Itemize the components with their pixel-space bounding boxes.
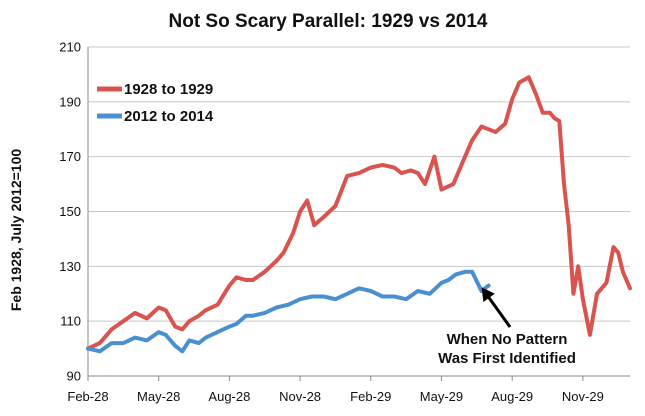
y-tick-label-190: 190	[59, 94, 81, 109]
x-tick-label-Aug-28: Aug-28	[208, 389, 250, 404]
x-tick-label-Nov-29: Nov-29	[562, 389, 604, 404]
series-line-0	[86, 75, 632, 351]
y-axis-label: Feb 1928, July 2012=100	[8, 149, 24, 311]
x-tick-label-Aug-29: Aug-29	[491, 389, 533, 404]
x-tick-label-May-29: May-29	[420, 389, 463, 404]
x-tick-label-Feb-29: Feb-29	[350, 389, 391, 404]
y-axis: 90 110 130 150 170 190 210	[59, 40, 89, 384]
legend-label-1928: 1928 to 1929	[124, 81, 213, 98]
y-tick-label-210: 210	[59, 40, 81, 55]
x-axis: Feb-28 May-28 Aug-28 Nov-28 Feb-29 May-29 Aug-…	[67, 375, 630, 404]
annotation-line-2: Was First Identified	[438, 350, 576, 367]
annotation-line-1: When No Pattern	[447, 331, 568, 348]
y-tick-label-170: 170	[59, 149, 81, 164]
grid	[88, 46, 630, 377]
y-tick-label-130: 130	[59, 259, 81, 274]
annotation-arrow	[487, 296, 512, 328]
legend-label-2012: 2012 to 2014	[124, 108, 214, 125]
y-tick-label-90: 90	[67, 369, 81, 384]
x-tick-label-Feb-28: Feb-28	[67, 389, 108, 404]
legend: 1928 to 1929 2012 to 2014	[97, 81, 214, 125]
y-tick-label-150: 150	[59, 204, 81, 219]
x-tick-label-Nov-28: Nov-28	[279, 389, 321, 404]
y-tick-label-110: 110	[60, 314, 81, 329]
annotation-arrowhead	[481, 287, 495, 302]
chart-title: Not So Scary Parallel: 1929 vs 2014	[169, 11, 488, 32]
series-layer	[86, 75, 632, 354]
series-line-1	[86, 269, 491, 354]
annotation: When No Pattern Was First Identified	[438, 287, 576, 367]
x-tick-label-May-28: May-28	[137, 389, 180, 404]
